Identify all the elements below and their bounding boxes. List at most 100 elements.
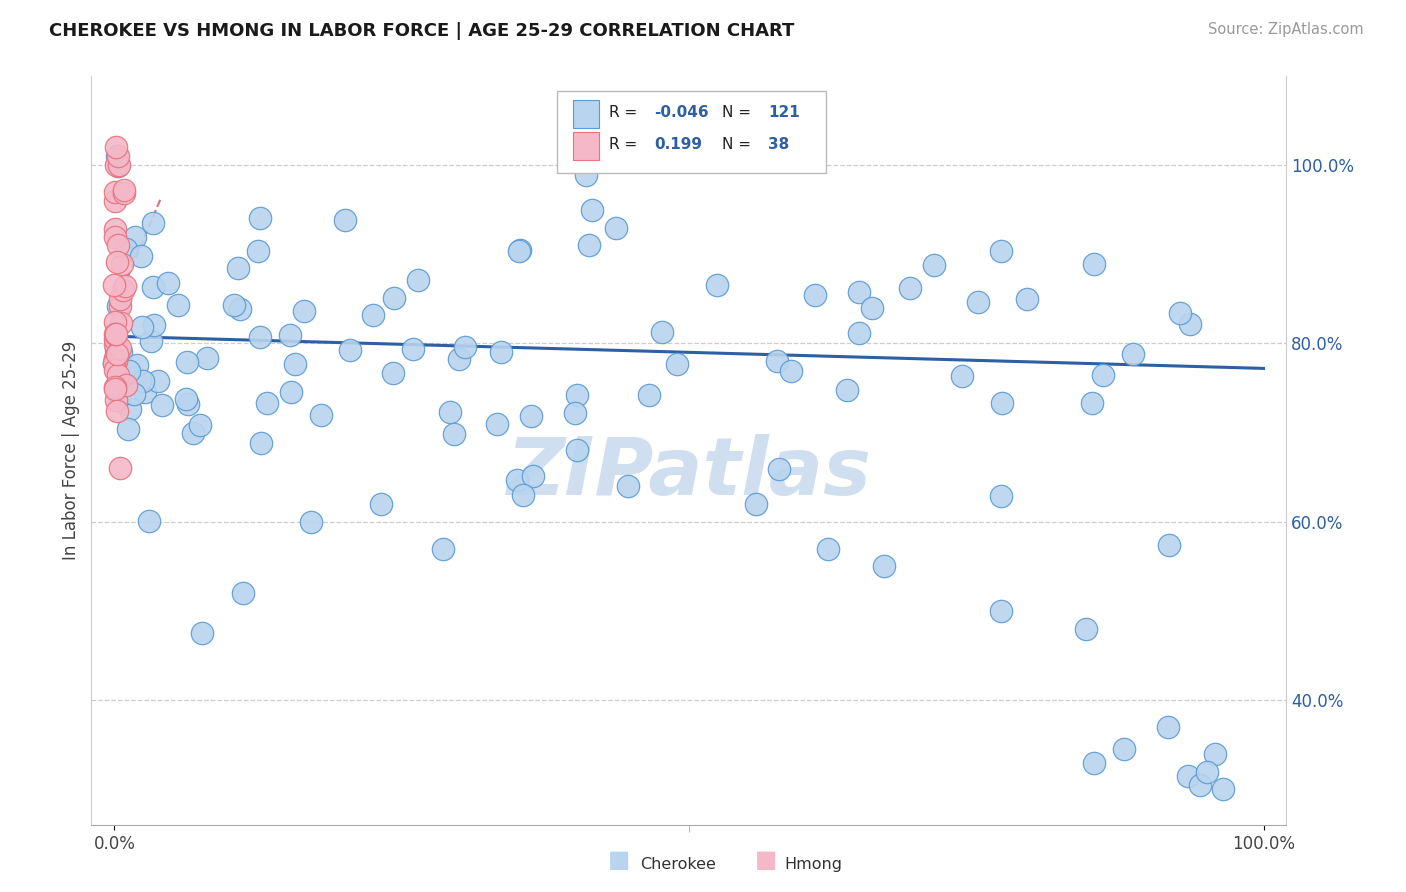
Point (922, 258, 945, 272)
Point (105, 327, 128, 342)
Point (108, 342, 131, 356)
Point (104, 315, 127, 329)
Point (104, 158, 127, 172)
Point (143, 318, 166, 333)
Point (506, 474, 529, 488)
Text: CHEROKEE VS HMONG IN LABOR FORCE | AGE 25-29 CORRELATION CHART: CHEROKEE VS HMONG IN LABOR FORCE | AGE 2… (49, 22, 794, 40)
Point (706, 278, 728, 293)
Point (848, 326, 870, 340)
Point (124, 229, 146, 244)
Text: Source: ZipAtlas.com: Source: ZipAtlas.com (1208, 22, 1364, 37)
Point (860, 301, 883, 315)
Point (138, 514, 160, 528)
Point (950, 369, 973, 384)
Point (232, 586, 254, 600)
Point (1189, 778, 1212, 792)
Point (900, 280, 922, 294)
Point (104, 332, 127, 346)
Text: Hmong: Hmong (785, 857, 842, 872)
Point (454, 340, 477, 354)
Point (156, 277, 179, 291)
Point (1180, 317, 1202, 331)
Point (249, 211, 271, 226)
Point (188, 418, 211, 433)
Point (110, 344, 132, 359)
Point (107, 299, 129, 313)
Point (104, 326, 127, 341)
Point (835, 383, 858, 397)
Point (142, 280, 165, 294)
Point (108, 292, 131, 306)
Point (256, 396, 278, 410)
Point (768, 462, 790, 476)
Point (103, 356, 125, 370)
Point (581, 203, 603, 218)
Point (167, 298, 190, 312)
Point (104, 351, 127, 366)
Point (509, 244, 531, 258)
Point (1157, 720, 1180, 734)
Point (117, 422, 139, 436)
Point (1122, 347, 1144, 361)
Point (183, 426, 205, 441)
Point (112, 186, 135, 200)
Point (766, 354, 789, 368)
Point (449, 352, 471, 367)
Point (284, 357, 307, 371)
Point (114, 183, 136, 197)
Text: Cherokee: Cherokee (640, 857, 716, 872)
Point (564, 405, 586, 419)
Point (114, 279, 136, 293)
Point (370, 497, 392, 511)
Point (780, 364, 803, 378)
Point (605, 220, 627, 235)
Point (745, 497, 768, 511)
Point (848, 285, 870, 299)
Point (111, 283, 134, 297)
Point (1092, 368, 1115, 383)
Point (439, 405, 461, 419)
Point (1017, 292, 1039, 306)
Point (111, 257, 134, 271)
Point (817, 541, 839, 556)
Point (125, 358, 148, 372)
Point (104, 222, 127, 236)
Point (408, 273, 430, 287)
Point (1083, 756, 1105, 770)
Text: 121: 121 (768, 105, 800, 120)
Point (104, 380, 127, 394)
Point (222, 298, 245, 312)
Point (666, 358, 689, 372)
Point (575, 168, 598, 182)
Point (107, 376, 129, 391)
Point (110, 460, 132, 475)
Text: ZIPatlas: ZIPatlas (506, 434, 872, 512)
Point (1177, 769, 1199, 783)
Point (508, 244, 530, 258)
Point (118, 402, 141, 417)
Point (104, 194, 127, 208)
Point (132, 374, 155, 388)
Text: -0.046: -0.046 (654, 105, 709, 120)
Point (443, 426, 465, 441)
Point (1114, 742, 1136, 756)
Text: 0.199: 0.199 (654, 137, 702, 153)
Point (110, 299, 132, 313)
Point (134, 385, 156, 400)
Y-axis label: In Labor Force | Age 25-29: In Labor Force | Age 25-29 (62, 341, 80, 560)
Point (107, 159, 129, 173)
Point (105, 403, 128, 417)
Point (299, 515, 322, 529)
Point (803, 288, 825, 302)
Point (104, 185, 127, 199)
Point (190, 626, 212, 640)
Point (107, 368, 129, 382)
Point (104, 342, 127, 356)
Point (520, 409, 543, 423)
Text: R =: R = (609, 137, 637, 153)
Point (1170, 306, 1192, 320)
Point (129, 249, 152, 263)
Point (402, 343, 425, 357)
Point (122, 387, 145, 401)
Point (104, 363, 127, 377)
